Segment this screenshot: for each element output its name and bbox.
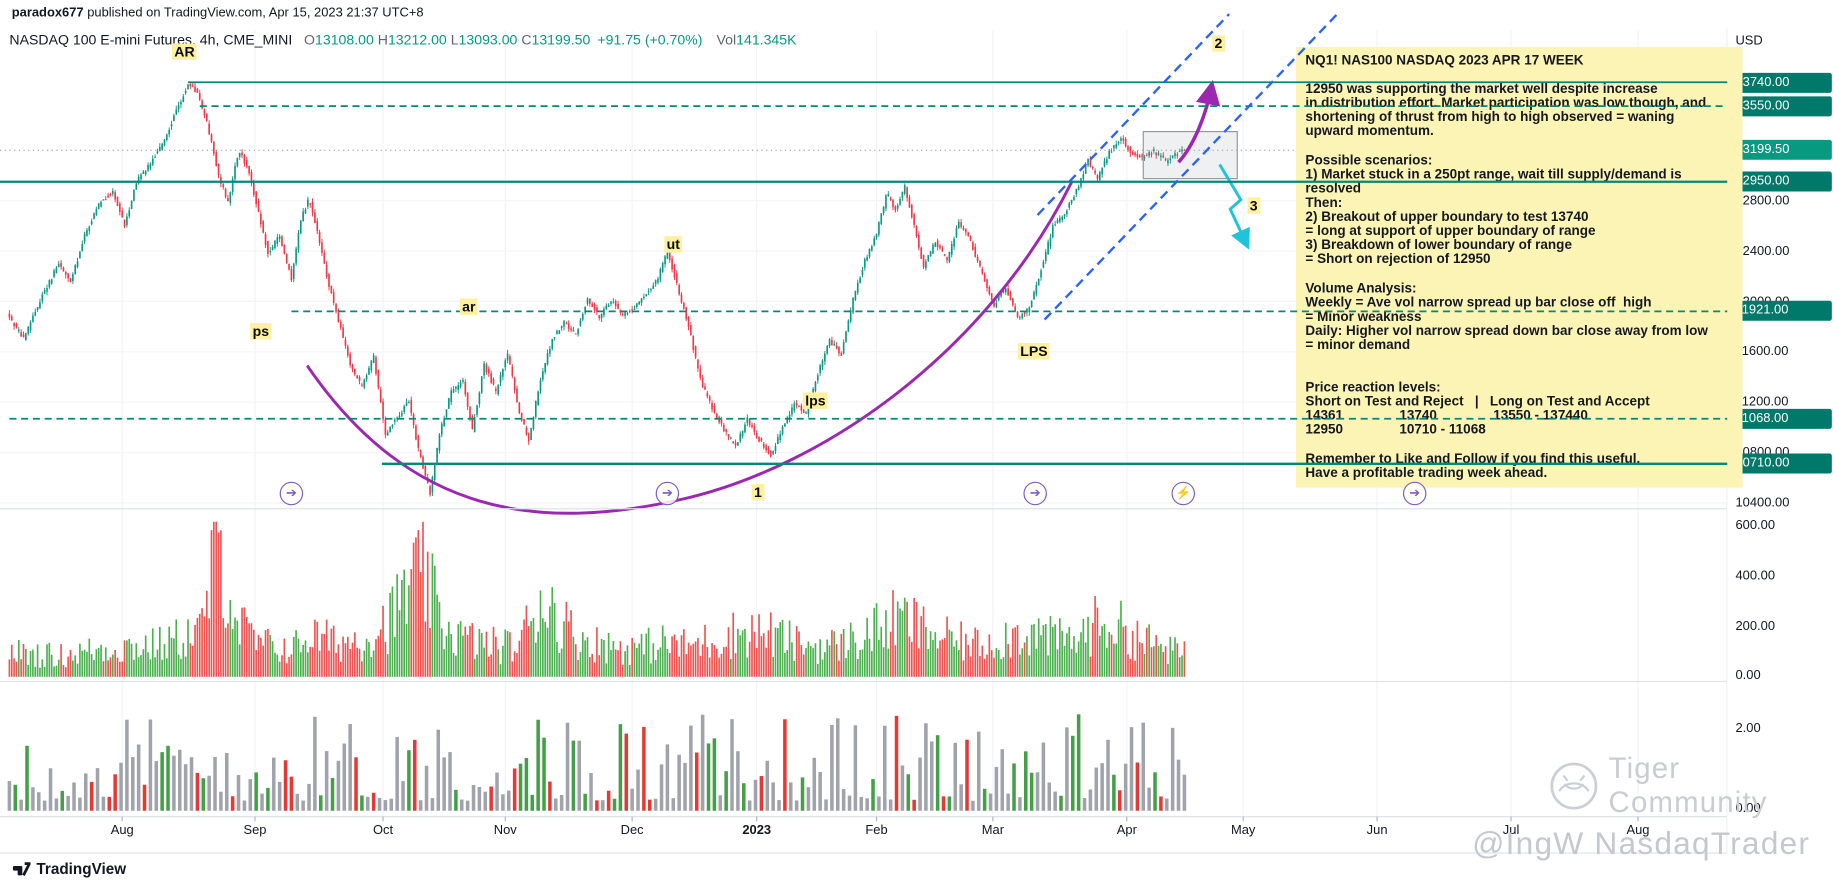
- open-value: 13108.00: [315, 31, 374, 49]
- axis-tick: 400.00: [1735, 568, 1776, 583]
- price-axis[interactable]: USD 12800.0012400.0012000.0011600.001120…: [1727, 0, 1833, 880]
- axis-tick: 200.00: [1735, 619, 1776, 634]
- time-axis-label: Aug: [1626, 823, 1650, 838]
- high-label: H: [377, 31, 388, 49]
- price-level-badge: 10710.00: [1729, 453, 1832, 474]
- tradingview-footer[interactable]: TradingView: [12, 859, 126, 878]
- axis-tick: 10400.00: [1735, 495, 1790, 510]
- tradingview-logo-icon: [12, 862, 31, 877]
- price-level-badge: 11068.00: [1729, 408, 1832, 429]
- axis-tick: 0.00: [1735, 801, 1761, 816]
- chart-annotation[interactable]: ar: [459, 298, 478, 315]
- time-axis-label: Jun: [1366, 823, 1388, 838]
- watermark-handle: @IngW NasdaqTrader: [1472, 826, 1811, 862]
- time-axis-label: Jul: [1502, 823, 1520, 838]
- currency-label: USD: [1735, 34, 1763, 49]
- lightning-marker-icon[interactable]: ⚡: [1171, 481, 1195, 506]
- volume-value: 141.345K: [736, 31, 797, 49]
- chart-annotation[interactable]: LPS: [1017, 343, 1051, 360]
- chart-annotation[interactable]: 1: [751, 484, 765, 501]
- price-level-badge: 13740.00: [1729, 72, 1832, 93]
- time-axis-label: Sep: [243, 823, 267, 838]
- time-axis-label: Mar: [981, 823, 1005, 838]
- time-axis-label: Oct: [372, 823, 394, 838]
- attribution-text: published on TradingView.com, Apr 15, 20…: [83, 5, 424, 20]
- chart-annotation[interactable]: 2: [1212, 35, 1225, 52]
- chart-annotation[interactable]: lps: [802, 392, 828, 409]
- arrow-marker-icon[interactable]: ➔: [655, 481, 680, 506]
- time-axis-label: Nov: [493, 823, 517, 838]
- chart-legend: NASDAQ 100 E-mini Futures, 4h, CME_MINI O…: [9, 32, 796, 48]
- tiger-community-logo-icon: [1550, 762, 1598, 810]
- watermark: Tiger Community: [1549, 752, 1833, 820]
- symbol-title: NASDAQ 100 E-mini Futures, 4h, CME_MINI: [9, 31, 293, 49]
- axis-tick: 11600.00: [1735, 344, 1789, 359]
- close-label: C: [521, 31, 532, 49]
- change-value: +91.75 (+0.70%): [597, 31, 703, 49]
- axis-tick: 11200.00: [1735, 395, 1789, 410]
- chart-annotation[interactable]: ut: [664, 236, 683, 253]
- candlesticks[interactable]: [8, 81, 1186, 497]
- axis-tick: 600.00: [1735, 518, 1776, 533]
- arrow-marker-icon[interactable]: ➔: [1023, 481, 1047, 506]
- chart-annotation[interactable]: AR: [171, 43, 198, 60]
- time-axis-label: Dec: [620, 823, 644, 838]
- current-price-badge: 13199.50: [1729, 140, 1832, 161]
- arrow-marker-icon[interactable]: ➔: [1402, 481, 1427, 506]
- time-axis-label: Feb: [865, 823, 888, 838]
- time-axis-label: May: [1230, 823, 1256, 838]
- indicator-bars[interactable]: [7, 714, 1187, 811]
- attribution: paradox677 published on TradingView.com,…: [12, 6, 424, 20]
- open-label: O: [304, 31, 316, 49]
- time-axis-label: Aug: [110, 823, 134, 838]
- close-value: 13199.50: [531, 31, 591, 49]
- high-value: 13212.00: [387, 31, 447, 49]
- axis-tick: 2.00: [1735, 721, 1761, 736]
- tradingview-brand: TradingView: [36, 859, 127, 878]
- analysis-note-text: NQ1! NAS100 NASDAQ 2023 APR 17 WEEK 1295…: [1305, 54, 1708, 481]
- arrow-marker-icon[interactable]: ➔: [279, 481, 304, 506]
- author-name[interactable]: paradox677: [11, 5, 84, 20]
- price-level-badge: 11921.00: [1729, 301, 1832, 322]
- axis-tick: 12800.00: [1735, 193, 1790, 208]
- price-level-badge: 12950.00: [1729, 171, 1832, 192]
- price-level-badge: 13550.00: [1729, 96, 1832, 117]
- accumulation-curve[interactable]: [306, 180, 1074, 515]
- time-axis-label: 2023: [742, 823, 772, 838]
- axis-tick: 0.00: [1735, 668, 1761, 683]
- time-axis-label: Apr: [1116, 823, 1137, 838]
- low-value: 13093.00: [458, 31, 518, 49]
- chart-annotation[interactable]: ps: [250, 323, 272, 340]
- low-label: L: [450, 31, 459, 49]
- volume-label: Vol: [716, 31, 737, 49]
- analysis-note[interactable]: NQ1! NAS100 NASDAQ 2023 APR 17 WEEK 1295…: [1296, 47, 1743, 488]
- axis-tick: 12400.00: [1735, 243, 1790, 259]
- chart-annotation[interactable]: 3: [1247, 197, 1261, 214]
- volume-bars[interactable]: [8, 521, 1186, 677]
- watermark-community-name: Tiger Community: [1608, 752, 1768, 819]
